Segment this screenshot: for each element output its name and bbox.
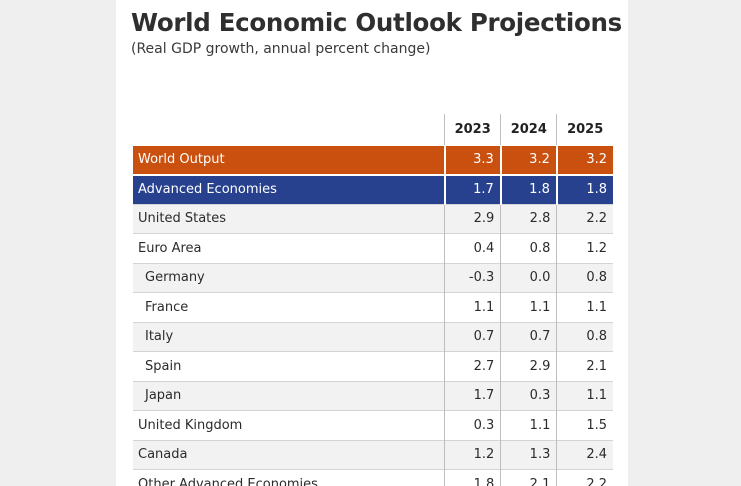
cell-2024: 1.1	[500, 292, 557, 322]
row-label: Germany	[133, 262, 445, 293]
cell-2025: 2.4	[556, 439, 613, 470]
table-row-united-kingdom: United Kingdom 0.3 1.1 1.5	[133, 410, 613, 440]
table-row-spain: Spain 2.7 2.9 2.1	[133, 351, 613, 381]
cell-2024: 3.2	[499, 144, 557, 175]
cell-2025: 0.8	[556, 321, 613, 352]
cell-2025: 1.1	[556, 380, 613, 411]
cell-2024: 0.3	[500, 380, 557, 411]
table-row-other-advanced-economies: Other Advanced Economies 1.8 2.1 2.2	[133, 469, 613, 486]
table-row-world-output: World Output 3.3 3.2 3.2	[133, 144, 613, 175]
cell-2025: 1.1	[556, 292, 613, 322]
cell-2023: 1.7	[444, 380, 501, 411]
row-label: Advanced Economies	[133, 173, 445, 204]
page-subtitle: (Real GDP growth, annual percent change)	[131, 41, 431, 57]
row-label: Canada	[133, 439, 445, 470]
cell-2023: 0.3	[444, 410, 501, 440]
table-row-japan: Japan 1.7 0.3 1.1	[133, 380, 613, 411]
cell-2023: 0.4	[444, 233, 501, 263]
row-label: France	[133, 292, 445, 322]
cell-2023: 0.7	[444, 321, 501, 352]
cell-2025: 2.2	[556, 469, 613, 486]
cell-2024: 2.1	[500, 469, 557, 486]
cell-2023: -0.3	[444, 262, 501, 293]
document-page: World Economic Outlook Projections (Real…	[116, 0, 628, 486]
cell-2023: 1.1	[444, 292, 501, 322]
table-row-italy: Italy 0.7 0.7 0.8	[133, 321, 613, 352]
column-header-2024: 2024	[500, 114, 557, 145]
column-header-2023: 2023	[444, 114, 501, 145]
page-title: World Economic Outlook Projections	[131, 8, 622, 37]
cell-2025: 2.2	[556, 203, 613, 234]
cell-2023: 3.3	[443, 144, 501, 175]
cell-2023: 2.7	[444, 351, 501, 381]
projections-table: 2023 2024 2025 World Output 3.3 3.2 3.2 …	[133, 114, 613, 486]
cell-2024: 0.7	[500, 321, 557, 352]
cell-2023: 1.2	[444, 439, 501, 470]
row-label: United States	[133, 203, 445, 234]
row-label: Other Advanced Economies	[133, 469, 445, 486]
row-label: World Output	[133, 144, 445, 175]
column-header-2025: 2025	[556, 114, 613, 145]
cell-2025: 1.2	[556, 233, 613, 263]
table-header-row: 2023 2024 2025	[133, 114, 613, 145]
row-label: Japan	[133, 380, 445, 411]
table-row-advanced-economies: Advanced Economies 1.7 1.8 1.8	[133, 173, 613, 204]
cell-2024: 2.8	[500, 203, 557, 234]
label-column-header	[133, 114, 445, 145]
row-label: Spain	[133, 351, 445, 381]
cell-2025: 3.2	[555, 144, 613, 175]
row-label: Euro Area	[133, 233, 445, 263]
table-row-united-states: United States 2.9 2.8 2.2	[133, 203, 613, 234]
table-row-france: France 1.1 1.1 1.1	[133, 292, 613, 322]
cell-2023: 1.8	[444, 469, 501, 486]
cell-2024: 2.9	[500, 351, 557, 381]
cell-2025: 1.8	[555, 173, 613, 204]
table-row-euro-area: Euro Area 0.4 0.8 1.2	[133, 233, 613, 263]
row-label: Italy	[133, 321, 445, 352]
cell-2024: 0.0	[500, 262, 557, 293]
cell-2024: 1.1	[500, 410, 557, 440]
cell-2024: 0.8	[500, 233, 557, 263]
cell-2025: 1.5	[556, 410, 613, 440]
row-label: United Kingdom	[133, 410, 445, 440]
table-row-germany: Germany -0.3 0.0 0.8	[133, 262, 613, 293]
cell-2025: 0.8	[556, 262, 613, 293]
table-row-canada: Canada 1.2 1.3 2.4	[133, 439, 613, 470]
cell-2023: 1.7	[443, 173, 501, 204]
cell-2023: 2.9	[444, 203, 501, 234]
cell-2024: 1.8	[499, 173, 557, 204]
cell-2025: 2.1	[556, 351, 613, 381]
cell-2024: 1.3	[500, 439, 557, 470]
